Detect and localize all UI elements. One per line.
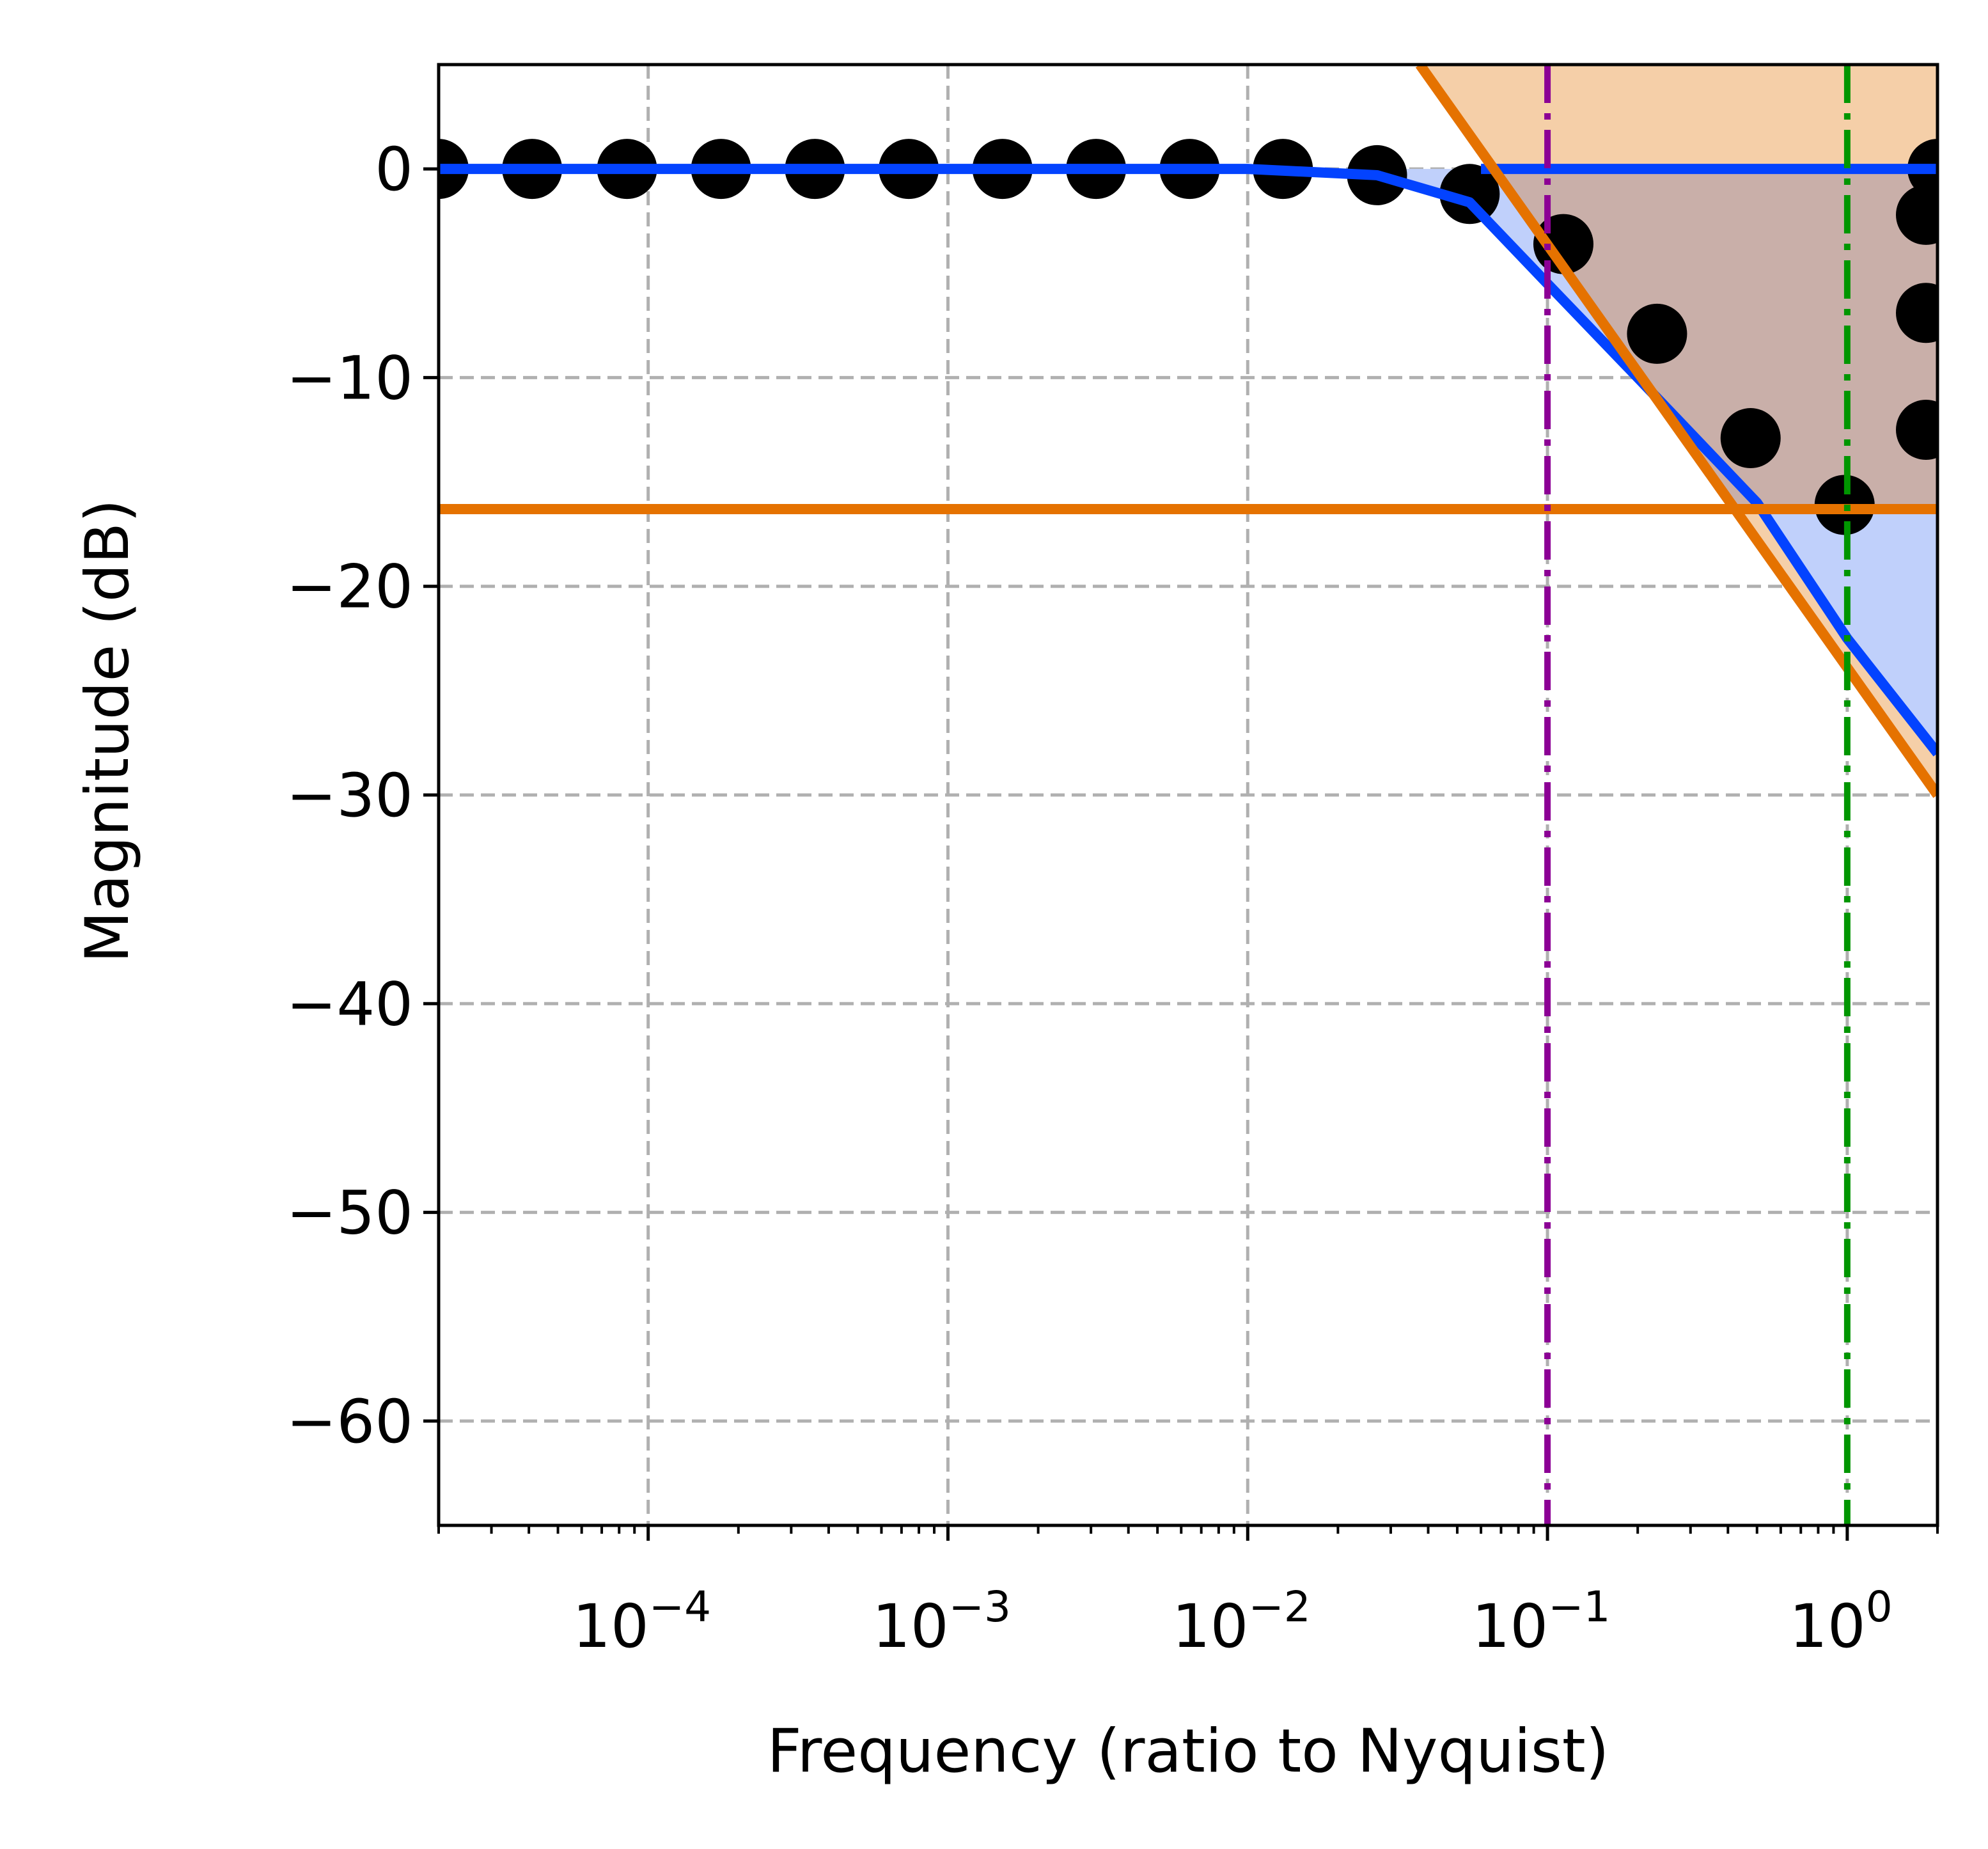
x-tick-label: 10−2 <box>1172 1582 1311 1662</box>
data-point <box>1896 184 1937 245</box>
y-tick-label: −40 <box>286 970 413 1039</box>
data-point <box>1720 408 1781 469</box>
y-tick-label: −30 <box>286 761 413 831</box>
axis-ticks: 0 −10 −20 −30 −40 −50 −60 10−4 10−3 10−2 10−1 100 <box>286 135 1939 1662</box>
y-axis-label: Magnitude (dB) <box>73 499 143 963</box>
y-tick-label: −50 <box>286 1179 413 1248</box>
x-tick-label: 10−3 <box>872 1582 1011 1662</box>
slope-limit-line <box>1415 65 1937 798</box>
x-tick-label: 10−1 <box>1472 1582 1611 1662</box>
data-point <box>1896 400 1937 460</box>
response-curve <box>439 164 1937 757</box>
y-tick-label: 0 <box>375 135 413 205</box>
y-tick-label: −60 <box>286 1387 413 1457</box>
y-tick-label: −10 <box>286 343 413 413</box>
y-tick-label: −20 <box>286 553 413 622</box>
data-point <box>1896 283 1937 343</box>
overlap-region-fill <box>1494 169 1937 509</box>
x-tick-label: 10−4 <box>572 1582 711 1662</box>
series-lines <box>439 65 1937 1525</box>
data-point <box>1627 303 1687 364</box>
data-point <box>1439 164 1500 224</box>
x-tick-label: 100 <box>1789 1582 1893 1662</box>
x-axis-label: Frequency (ratio to Nyquist) <box>767 1717 1609 1786</box>
